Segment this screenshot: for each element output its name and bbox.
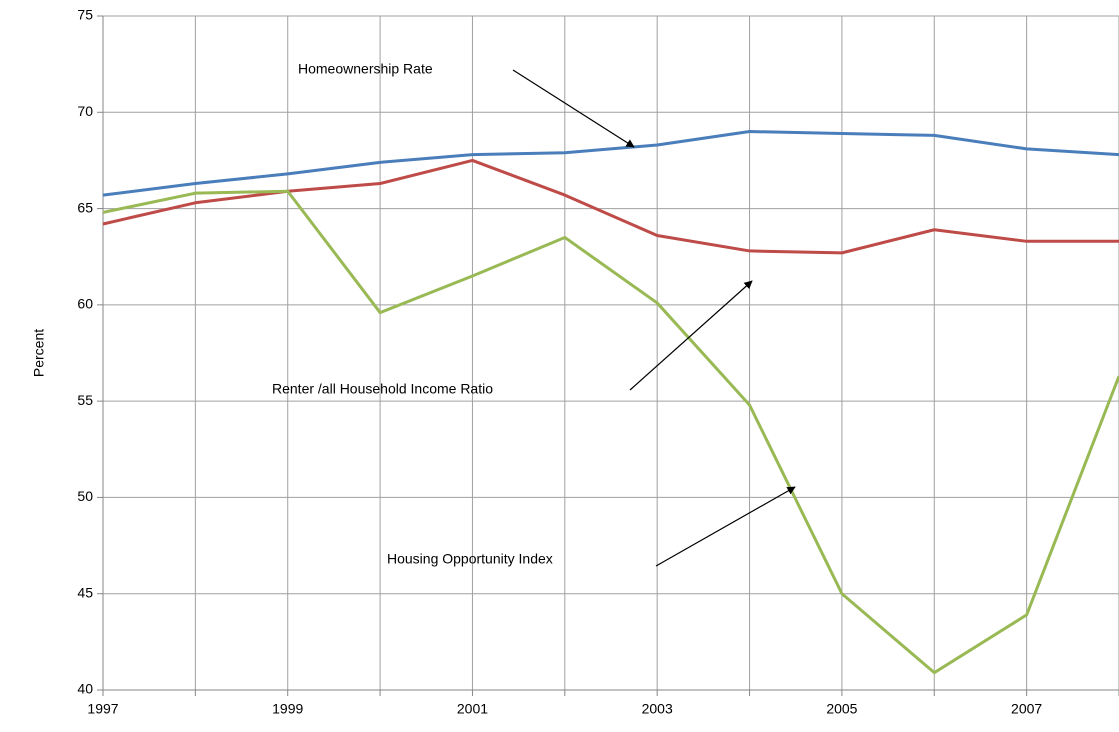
x-tick-label: 1999 [272,701,303,717]
annotation-arrow [512,69,635,148]
annotation-arrow [655,486,796,567]
y-tick-label: 50 [77,488,93,504]
y-tick-label: 55 [77,392,93,408]
series-line [102,158,1119,255]
y-tick-label: 70 [77,103,93,119]
x-tick-label: 2001 [457,701,488,717]
annotation: Homeownership Rate [298,61,433,77]
x-tick-label: 2005 [826,701,857,717]
y-tick-label: 45 [77,584,93,600]
series-line [102,189,1119,675]
y-tick-label: 40 [77,681,93,697]
lines [102,130,1119,675]
y-axis-label: Percent [31,329,47,377]
y-tick-label: 60 [77,296,93,312]
y-tick-label: 75 [77,7,93,23]
y-tick-label: 65 [77,199,93,215]
series-line [102,130,1119,197]
annotation: Housing Opportunity Index [387,551,553,567]
annotation-arrow [629,280,753,391]
x-tick-label: 1997 [87,701,118,717]
x-tick-label: 2007 [1011,701,1042,717]
x-tick-label: 2003 [642,701,673,717]
annotation: Renter /all Household Income Ratio [272,381,493,397]
grid [97,15,1119,696]
